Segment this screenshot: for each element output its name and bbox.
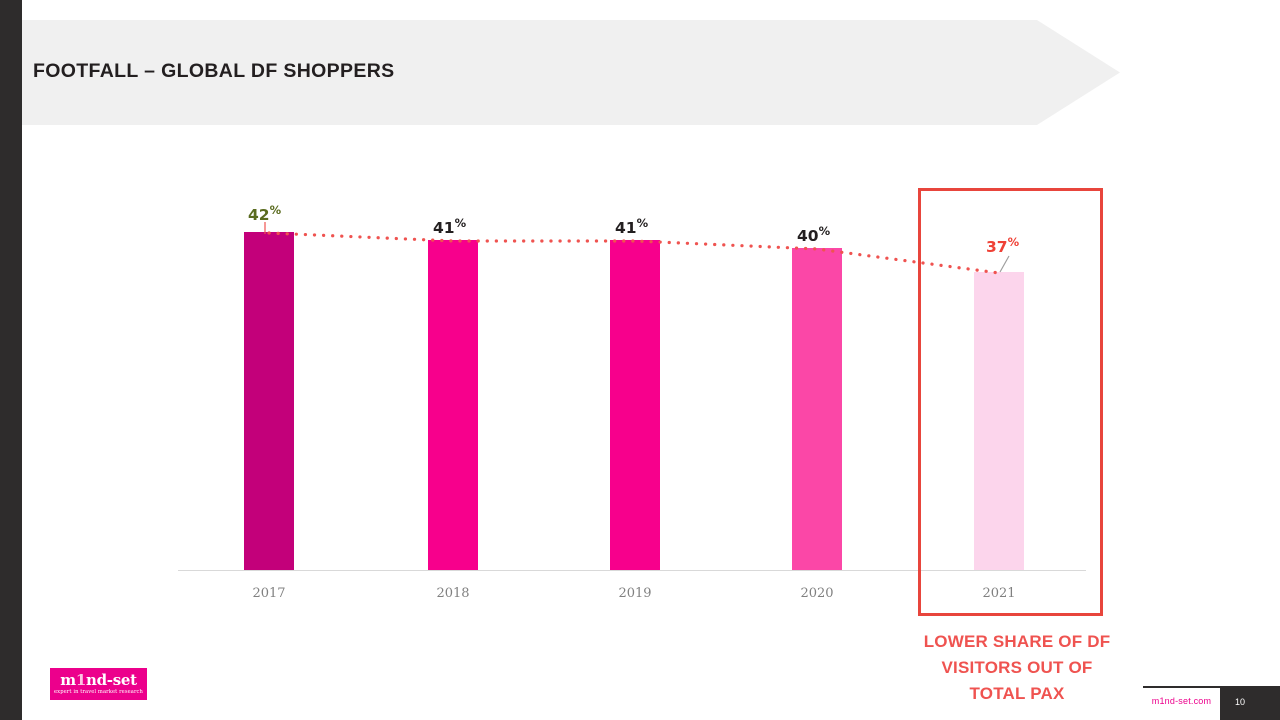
brand-logo[interactable]: m1nd-set expert in travel market researc… bbox=[50, 668, 147, 700]
data-label-2019: 41% bbox=[615, 216, 649, 238]
bar-2018 bbox=[428, 240, 478, 570]
logo-name-part2: nd-set bbox=[85, 671, 137, 689]
logo-name-one: 1 bbox=[75, 671, 86, 689]
bar-2020 bbox=[792, 248, 842, 570]
logo-tagline: expert in travel market research bbox=[54, 689, 143, 695]
page-title: FOOTFALL – GLOBAL DF SHOPPERS bbox=[33, 60, 395, 82]
highlight-caption: LOWER SHARE OF DF VISITORS OUT OF TOTAL … bbox=[903, 629, 1131, 707]
x-label-2020: 2020 bbox=[800, 586, 834, 601]
footer-divider bbox=[1143, 686, 1280, 688]
data-label-2018: 41% bbox=[433, 216, 467, 238]
x-label-2017: 2017 bbox=[252, 586, 286, 601]
highlight-box-2021 bbox=[918, 188, 1103, 616]
logo-name-part1: m bbox=[60, 671, 76, 689]
bar-2021 bbox=[974, 272, 1024, 570]
data-label-2017: 42% bbox=[248, 203, 282, 225]
footer-website-url[interactable]: m1nd-set.com bbox=[1151, 696, 1212, 706]
x-label-2018: 2018 bbox=[436, 586, 470, 601]
x-label-2021: 2021 bbox=[982, 586, 1016, 601]
caption-line-2: VISITORS OUT OF bbox=[941, 658, 1093, 677]
left-edge-strip bbox=[0, 0, 22, 720]
header-banner bbox=[22, 20, 1120, 125]
bar-2017 bbox=[244, 232, 294, 570]
x-label-2019: 2019 bbox=[618, 586, 652, 601]
bar-2019 bbox=[610, 240, 660, 570]
x-axis-line bbox=[178, 570, 1086, 571]
page-number: 10 bbox=[1234, 697, 1245, 707]
caption-line-1: LOWER SHARE OF DF bbox=[923, 632, 1111, 651]
data-label-2021: 37% bbox=[986, 235, 1020, 257]
data-label-2020: 40% bbox=[797, 224, 831, 246]
logo-wordmark: m1nd-set bbox=[50, 671, 147, 689]
caption-line-3: TOTAL PAX bbox=[969, 684, 1065, 703]
page-number-badge: 10 bbox=[1220, 688, 1280, 720]
